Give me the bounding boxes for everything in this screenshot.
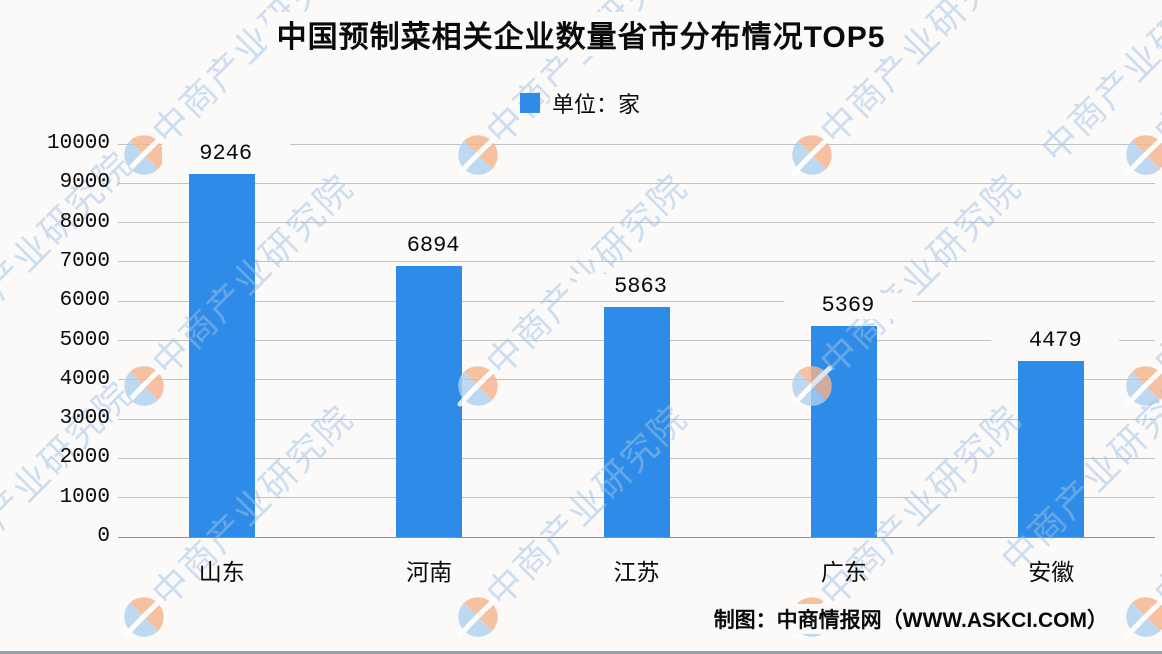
- y-axis-tick-label: 5000: [59, 328, 110, 352]
- page-title-text: 中国预制菜相关企业数量省市分布情况TOP5: [266, 12, 896, 56]
- gridline: [118, 300, 1155, 302]
- y-axis-tick-label: 8000: [59, 210, 110, 234]
- y-axis-tick-label: 6000: [59, 289, 110, 313]
- bar-安徽: [1018, 360, 1085, 537]
- x-axis-line: [118, 536, 1155, 538]
- askci-ball-logo-icon: [456, 595, 500, 639]
- y-axis-tick-label: 4000: [59, 367, 110, 391]
- x-axis-category-label: 河南: [406, 559, 453, 585]
- gridline: [118, 222, 1155, 224]
- y-axis-tick-label: 3000: [59, 407, 110, 431]
- x-axis-category-label: 安徽: [1028, 559, 1075, 585]
- legend: 单位：家: [0, 87, 1162, 119]
- askci-ball-logo-icon: [122, 595, 166, 639]
- bar-value-label: 4479: [991, 327, 1120, 354]
- bar-value-label: 9246: [161, 140, 290, 167]
- legend-label: 单位：家: [549, 87, 642, 119]
- y-axis-tick-label: 7000: [59, 249, 110, 273]
- page-title: 中国预制菜相关企业数量省市分布情况TOP5: [0, 12, 1162, 56]
- bottom-edge-line: [0, 651, 1162, 654]
- bar-value-label: 5863: [576, 273, 705, 300]
- x-axis-category-label: 广东: [820, 559, 867, 585]
- bar-value-label: 6894: [369, 233, 498, 260]
- y-axis-tick-label: 9000: [59, 171, 110, 195]
- y-axis-tick-label: 2000: [59, 446, 110, 470]
- bar-河南: [396, 266, 463, 537]
- bar-山东: [188, 173, 255, 537]
- gridline: [118, 143, 1155, 145]
- bar-value-label: 5369: [783, 292, 912, 319]
- gridline: [118, 261, 1155, 263]
- footer-credit: 制图：中商情报网（WWW.ASKCI.COM）: [709, 604, 1112, 634]
- gridline: [118, 182, 1155, 184]
- legend-swatch-icon: [519, 93, 540, 113]
- y-axis-tick-label: 10000: [46, 132, 110, 155]
- x-axis-category-label: 山东: [198, 559, 245, 585]
- bar-广东: [810, 325, 877, 537]
- askci-ball-logo-icon: [1124, 595, 1162, 639]
- x-axis-category-label: 江苏: [613, 559, 660, 585]
- y-axis-tick-label: 0: [97, 525, 110, 548]
- bar-江苏: [603, 306, 670, 537]
- y-axis-tick-label: 1000: [59, 485, 110, 509]
